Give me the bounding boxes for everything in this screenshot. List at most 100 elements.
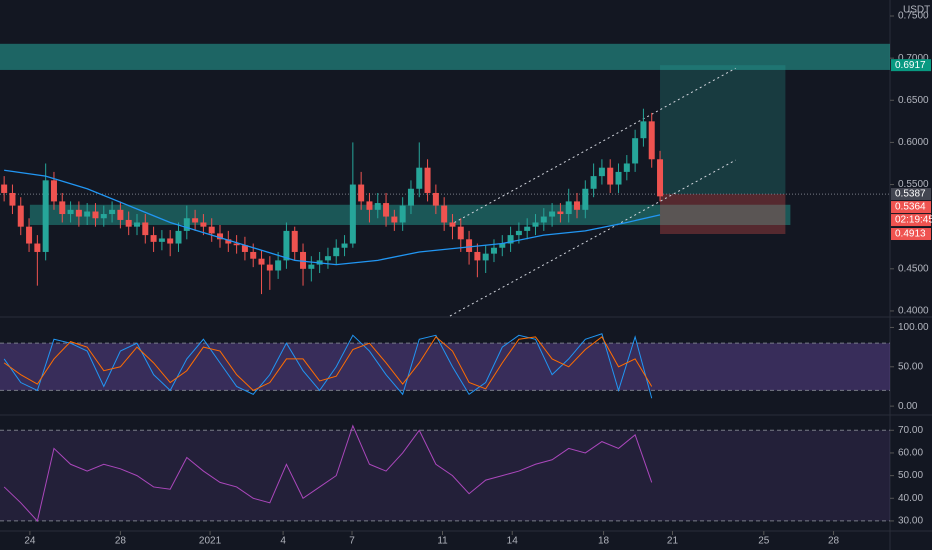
candle-body (150, 235, 157, 242)
candle-body (291, 230, 298, 252)
candle-body (358, 184, 365, 202)
candle-body (233, 243, 240, 246)
candle-body (499, 243, 506, 248)
y-tick-label: 0.7500 (898, 11, 929, 22)
candle-body (300, 251, 307, 269)
candle-body (117, 209, 124, 220)
price-badge (891, 59, 931, 72)
y-tick-label: 0.6000 (898, 137, 929, 148)
x-tick-label: 28 (828, 536, 840, 547)
y-tick-label: 0.00 (898, 401, 918, 412)
x-tick-label: 18 (598, 536, 610, 547)
candle-body (158, 238, 165, 242)
y-tick-label: 0.4500 (898, 263, 929, 274)
y-tick-label: 0.6500 (898, 95, 929, 106)
x-tick-label: 7 (349, 536, 355, 547)
candle-body (441, 205, 448, 223)
x-tick-label: 14 (507, 536, 519, 547)
price-badge (891, 228, 931, 241)
price-badge-text: 0.4913 (895, 229, 926, 240)
candle-body (383, 203, 390, 217)
candle-body (632, 138, 639, 164)
y-tick-label: 0.4000 (898, 306, 929, 317)
candle-body (266, 264, 273, 271)
candle-body (208, 226, 215, 234)
y-tick-label: 40.00 (898, 493, 923, 504)
candle-body (67, 209, 74, 215)
candle-body (399, 205, 406, 223)
candle-body (217, 233, 224, 240)
candle-body (250, 251, 257, 259)
candle-body (432, 192, 439, 206)
candle-body (1, 184, 8, 193)
indicator-band (0, 430, 890, 521)
candle-body (582, 188, 589, 210)
candle-body (507, 235, 514, 244)
x-tick-label: 28 (115, 536, 127, 547)
candle-body (598, 167, 605, 177)
candle-body (457, 226, 464, 240)
candle-body (416, 167, 423, 189)
candle-body (84, 211, 91, 217)
candle-body (607, 167, 614, 185)
indicator-band (0, 343, 890, 391)
candle-body (26, 226, 33, 244)
candle-body (175, 230, 182, 244)
x-tick-label: 11 (437, 536, 448, 547)
price-badge-text: 0.5364 (895, 202, 926, 213)
indicator-line (3, 336, 653, 391)
candle-body (200, 222, 207, 227)
candle-body (490, 247, 497, 254)
axis-unit: USDT (903, 5, 930, 16)
candle-body (349, 184, 356, 244)
candle-body (557, 211, 564, 215)
candle-body (275, 260, 282, 271)
candle-body (241, 245, 248, 252)
candle-body (374, 203, 381, 210)
price-badge (891, 188, 931, 201)
candle-body (391, 216, 398, 223)
y-tick-label: 60.00 (898, 448, 923, 459)
y-tick-label: 50.00 (898, 361, 923, 372)
candle-body (574, 201, 581, 210)
channel-line (449, 67, 736, 226)
moving-average (4, 169, 661, 266)
candle-body (449, 222, 456, 227)
candle-body (466, 239, 473, 252)
countdown-badge (891, 214, 931, 227)
candle-body (142, 222, 149, 236)
channel-line (449, 159, 736, 317)
candle-body (623, 163, 630, 172)
candle-body (474, 251, 481, 261)
candle-body (615, 171, 622, 185)
x-tick-label: 25 (758, 536, 770, 547)
candle-body (324, 256, 331, 261)
candle-body (133, 222, 140, 227)
zone (29, 204, 791, 225)
candle-body (167, 238, 174, 244)
candle-body (192, 218, 199, 223)
price-badge-text: 0.5387 (895, 189, 926, 200)
candle-body (648, 121, 655, 160)
candle-body (590, 176, 597, 189)
y-tick-label: 70.00 (898, 425, 923, 436)
candle-body (532, 222, 539, 227)
candle-body (549, 211, 556, 217)
candle-body (50, 180, 57, 202)
candle-body (407, 188, 414, 206)
x-tick-label: 4 (280, 536, 286, 547)
candle-body (34, 243, 41, 252)
candle-body (308, 264, 315, 269)
candle-body (59, 201, 66, 215)
candle-body (515, 230, 522, 236)
candle-body (341, 243, 348, 248)
price-badge-text: 0.6917 (895, 60, 926, 71)
candle-body (333, 247, 340, 257)
stop-zone (660, 194, 786, 235)
candle-body (424, 167, 431, 193)
zone (0, 43, 890, 70)
y-tick-label: 50.00 (898, 470, 923, 481)
candle-body (540, 216, 547, 223)
candle-body (42, 180, 49, 252)
